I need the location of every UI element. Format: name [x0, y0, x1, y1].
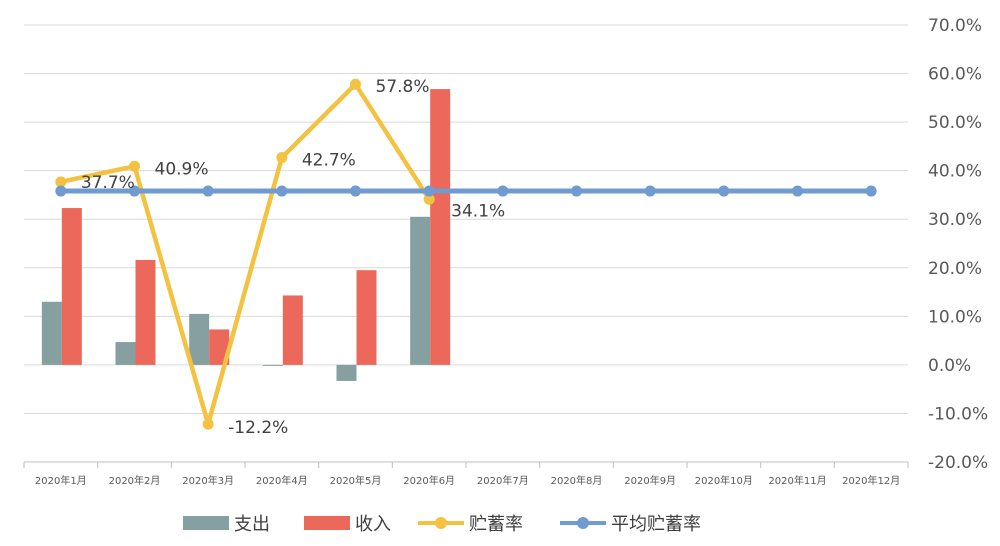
- data-label: 40.9%: [155, 159, 209, 179]
- point-平均贮蓄率: [792, 185, 803, 197]
- bar-收入: [430, 89, 451, 365]
- point-贮蓄率: [202, 418, 214, 430]
- data-label: 42.7%: [302, 151, 356, 171]
- bar-支出: [41, 301, 62, 365]
- point-平均贮蓄率: [423, 185, 435, 197]
- y-tick-label: 40.0%: [928, 162, 982, 182]
- point-平均贮蓄率: [276, 185, 288, 197]
- point-平均贮蓄率: [865, 185, 877, 197]
- bar-收入: [209, 329, 230, 365]
- legend-item: 收入: [304, 514, 391, 535]
- legend: 支出 收入 贮蓄率 平均贮蓄率: [183, 514, 701, 535]
- y-tick-label: 20.0%: [928, 259, 982, 279]
- bar-支出: [336, 364, 357, 381]
- point-贮蓄率: [55, 176, 67, 188]
- legend-swatch-marker: [577, 517, 589, 529]
- point-平均贮蓄率: [644, 185, 656, 197]
- x-tick-label: 2020年2月: [109, 474, 161, 487]
- legend-label: 支出: [234, 514, 270, 535]
- point-平均贮蓄率: [202, 185, 214, 197]
- point-平均贮蓄率: [718, 185, 730, 197]
- legend-item: 贮蓄率: [418, 514, 523, 535]
- x-tick-label: 2020年11月: [768, 474, 826, 487]
- bar-支出: [410, 216, 431, 365]
- y-tick-label: 60.0%: [928, 65, 982, 85]
- legend-label: 平均贮蓄率: [611, 514, 701, 535]
- x-tick-label: 2020年5月: [330, 474, 382, 487]
- point-平均贮蓄率: [129, 185, 140, 197]
- line-贮蓄率: [60, 81, 432, 427]
- y-tick-label: -10.0%: [928, 404, 988, 424]
- legend-label: 收入: [355, 514, 391, 535]
- data-label: 57.8%: [376, 77, 430, 97]
- x-tick-label: 2020年6月: [403, 474, 455, 487]
- data-labels: 37.7% 40.9% -12.2% 42.7% 57.8% 34.1%: [81, 77, 505, 438]
- point-贮蓄率: [423, 193, 435, 205]
- bar-支出: [115, 342, 136, 365]
- x-tick-label: 2020年7月: [477, 474, 529, 487]
- point-贮蓄率: [350, 78, 361, 90]
- y-tick-label: 10.0%: [928, 307, 982, 327]
- x-tick-label: 2020年1月: [35, 474, 87, 487]
- x-tick-label: 2020年3月: [182, 474, 234, 487]
- bar-收入: [356, 270, 377, 365]
- x-tick-label: 2020年8月: [551, 474, 603, 487]
- x-axis-ticks: 2020年1月 2020年2月 2020年3月 2020年4月 2020年5月 2020年…: [35, 474, 900, 487]
- gridlines: [24, 24, 908, 463]
- bar-收入: [135, 260, 156, 365]
- x-tick-label: 2020年12月: [842, 474, 900, 487]
- legend-label: 贮蓄率: [469, 514, 523, 535]
- legend-swatch-marker: [435, 517, 447, 529]
- legend-swatch: [304, 516, 350, 530]
- bar-支出: [262, 364, 283, 366]
- y-tick-label: 30.0%: [928, 210, 982, 230]
- x-tick-label: 2020年4月: [256, 474, 308, 487]
- y-tick-label: 70.0%: [928, 16, 982, 36]
- legend-swatch: [183, 516, 229, 530]
- bar-收入: [282, 295, 303, 365]
- point-平均贮蓄率: [55, 185, 67, 197]
- bar-收入: [61, 208, 82, 365]
- y-tick-label: -20.0%: [928, 453, 988, 473]
- y-axis-ticks: -20.0% -10.0% 0.0% 10.0% 20.0% 30.0% 40.0% 50.0…: [928, 16, 988, 473]
- data-label: -12.2%: [228, 418, 288, 438]
- data-label: 34.1%: [451, 201, 505, 221]
- point-平均贮蓄率: [497, 185, 509, 197]
- data-label: 37.7%: [81, 173, 135, 193]
- x-axis: [23, 461, 909, 468]
- point-平均贮蓄率: [350, 185, 361, 197]
- point-贮蓄率: [276, 152, 288, 164]
- x-tick-label: 2020年9月: [624, 474, 676, 487]
- bar-series: [41, 89, 451, 381]
- point-贮蓄率: [129, 160, 140, 172]
- x-tick-label: 2020年10月: [695, 474, 753, 487]
- y-tick-label: 50.0%: [928, 113, 982, 133]
- legend-item: 支出: [183, 514, 270, 535]
- bar-支出: [189, 313, 210, 365]
- legend-item: 平均贮蓄率: [560, 514, 701, 535]
- y-tick-label: 0.0%: [928, 356, 971, 376]
- point-平均贮蓄率: [571, 185, 582, 197]
- line-series: [55, 78, 877, 430]
